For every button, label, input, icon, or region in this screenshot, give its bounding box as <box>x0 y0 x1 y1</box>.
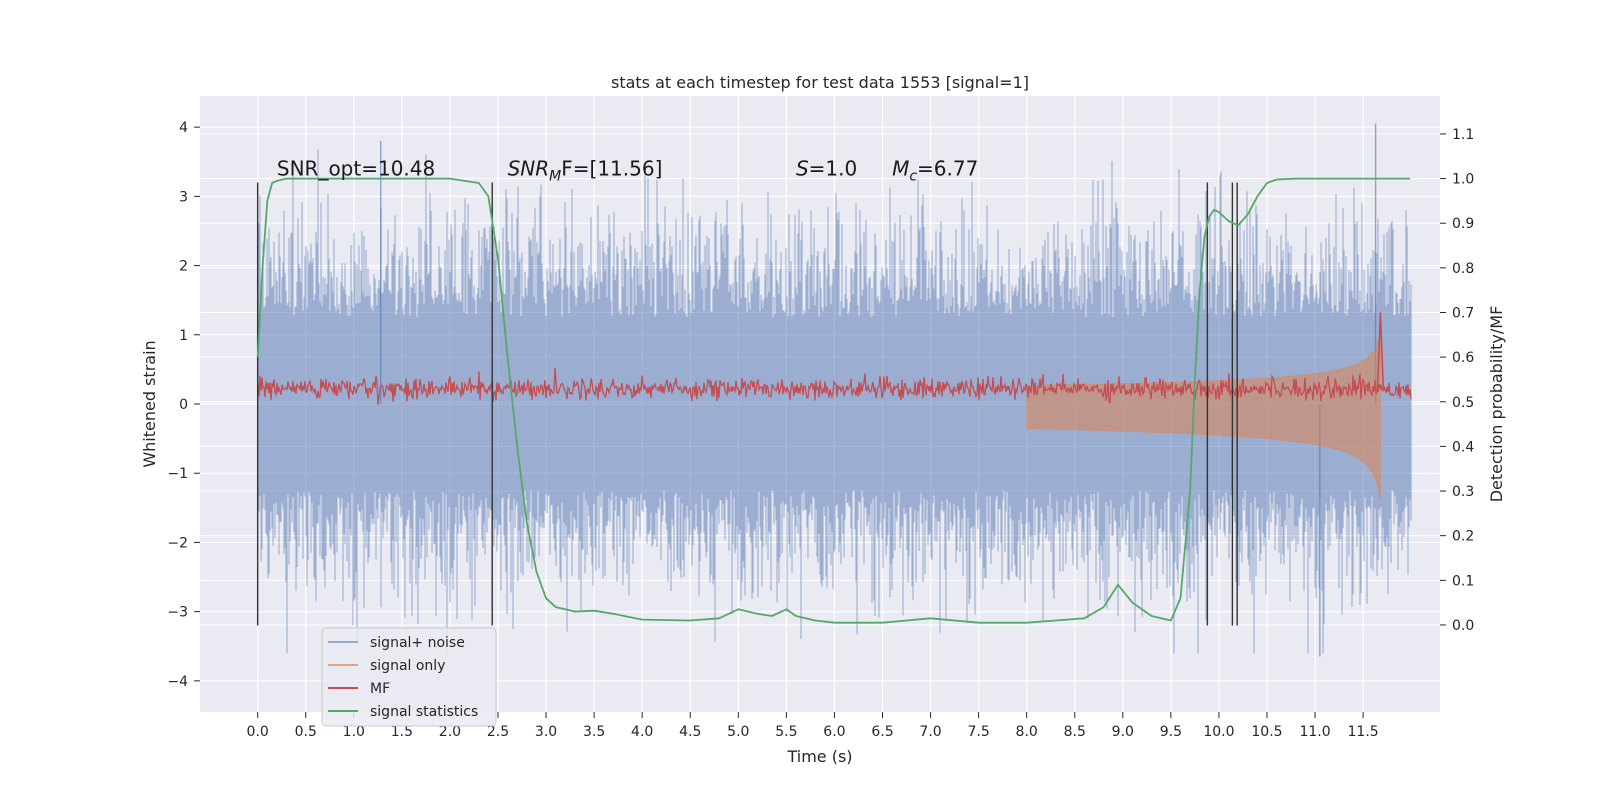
x-tick-label: 3.0 <box>535 724 557 740</box>
x-tick-label: 6.0 <box>823 724 845 740</box>
y2-tick-label: 0.0 <box>1452 618 1474 634</box>
annotation: S=1.0 <box>796 157 857 181</box>
y-tick-label: 3 <box>179 189 188 205</box>
y-tick-label: 0 <box>179 397 188 413</box>
y2-tick-label: 0.1 <box>1452 573 1474 589</box>
x-tick-label: 10.0 <box>1203 724 1234 740</box>
y2-tick-label: 0.3 <box>1452 484 1474 500</box>
annotations: SNR_opt=10.48 SNRMF=[11.56] S=1.0 Mc=6.77 <box>277 157 978 185</box>
x-tick-label: 8.0 <box>1016 724 1038 740</box>
annotation-value: =6.77 <box>917 157 978 181</box>
y-axis-left: 4 3 2 1 0 −1 −2 −3 −4 <box>167 120 200 690</box>
y2-tick-label: 0.2 <box>1452 529 1474 545</box>
x-tick-label: 2.0 <box>439 724 461 740</box>
x-tick-label: 10.5 <box>1251 724 1282 740</box>
x-tick-label: 1.0 <box>343 724 365 740</box>
annotation-subscript: c <box>909 169 917 185</box>
x-tick-label: 11.0 <box>1299 724 1330 740</box>
x-tick-label: 3.5 <box>583 724 605 740</box>
legend-label: signal statistics <box>370 704 478 720</box>
legend: signal+ noise signal only MF signal statist… <box>321 627 497 727</box>
y2-tick-label: 0.8 <box>1452 261 1474 277</box>
x-tick-label: 0.0 <box>247 724 269 740</box>
y2-tick-label: 0.5 <box>1452 395 1474 411</box>
y-axis-right: 1.1 1.0 0.9 0.8 0.7 0.6 0.5 0.4 0.3 0.2 0.1 0.0 <box>1440 127 1474 634</box>
y-tick-label: 1 <box>179 328 188 344</box>
y-axis-label: Whitened strain <box>140 340 159 467</box>
x-tick-label: 5.5 <box>775 724 797 740</box>
x-tick-label: 9.5 <box>1160 724 1182 740</box>
annotation: SNRMF=[11.56] <box>508 157 663 185</box>
x-axis-label: Time (s) <box>786 747 852 766</box>
y-tick-label: −3 <box>167 605 188 621</box>
y-tick-label: −2 <box>167 535 188 551</box>
x-axis: 0.0 0.5 1.0 1.5 2.0 2.5 3.0 3.5 4.0 4.5 5.0 5.5 6.0 6… <box>247 712 1379 740</box>
series-signal-statistics <box>256 177 1411 624</box>
annotation-symbol: M <box>892 157 909 181</box>
legend-label: MF <box>370 681 390 697</box>
annotation-symbol: SNR_opt=10.48 <box>277 157 435 181</box>
x-tick-label: 7.0 <box>919 724 941 740</box>
x-tick-label: 4.0 <box>631 724 653 740</box>
legend-label: signal only <box>370 658 445 674</box>
annotation-symbol: S <box>796 157 809 181</box>
x-tick-label: 0.5 <box>295 724 317 740</box>
legend-frame <box>321 627 497 727</box>
annotation-value: =1.0 <box>809 157 858 181</box>
series-mf <box>257 312 1412 405</box>
x-tick-label: 9.0 <box>1112 724 1134 740</box>
y-tick-label: −4 <box>167 674 188 690</box>
annotation: SNR_opt=10.48 <box>277 157 435 181</box>
y2-tick-label: 0.7 <box>1452 305 1474 321</box>
y2-tick-label: 0.6 <box>1452 350 1474 366</box>
x-tick-label: 2.5 <box>487 724 509 740</box>
y2-axis-label: Detection probability/MF <box>1487 306 1506 503</box>
x-tick-label: 5.0 <box>727 724 749 740</box>
chart-title: stats at each timestep for test data 155… <box>611 73 1029 92</box>
annotation-value: F=[11.56] <box>561 157 662 181</box>
y2-tick-label: 0.9 <box>1452 216 1474 232</box>
x-tick-label: 8.5 <box>1064 724 1086 740</box>
vertical-markers <box>256 182 1238 626</box>
x-tick-label: 6.5 <box>871 724 893 740</box>
x-tick-label: 11.5 <box>1348 724 1379 740</box>
annotation-symbol: SNR <box>508 157 550 181</box>
y-tick-label: 2 <box>179 259 188 275</box>
annotation-subscript: M <box>549 169 561 185</box>
y2-tick-label: 0.4 <box>1452 439 1474 455</box>
x-tick-label: 7.5 <box>967 724 989 740</box>
legend-label: signal+ noise <box>370 635 465 651</box>
y-tick-label: 4 <box>179 120 188 136</box>
y2-tick-label: 1.1 <box>1452 127 1474 143</box>
y-tick-label: −1 <box>167 466 188 482</box>
mf-trace <box>257 368 1412 405</box>
signal-statistics-line <box>256 177 1411 624</box>
x-tick-label: 1.5 <box>391 724 413 740</box>
mf-spike <box>1376 312 1385 389</box>
x-tick-label: 4.5 <box>679 724 701 740</box>
annotation: Mc=6.77 <box>892 157 978 185</box>
y2-tick-label: 1.0 <box>1452 172 1474 188</box>
